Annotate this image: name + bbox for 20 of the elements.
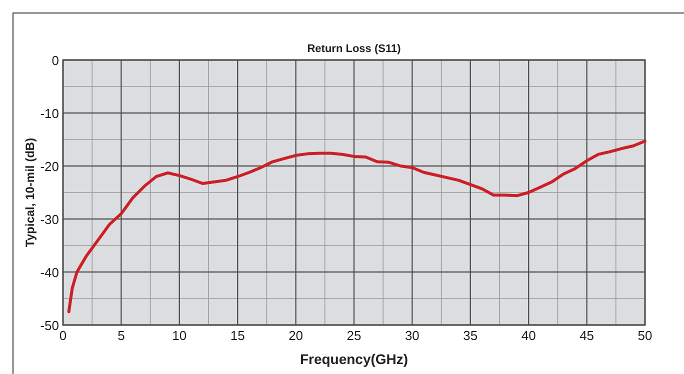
x-tick-label: 15 bbox=[230, 328, 245, 343]
x-tick-label: 30 bbox=[404, 328, 420, 343]
y-tick-label: -50 bbox=[40, 318, 59, 333]
y-tick-label: 0 bbox=[52, 53, 59, 68]
x-tick-label: 5 bbox=[118, 328, 125, 343]
y-tick-label: -10 bbox=[40, 106, 59, 121]
x-tick-label: 10 bbox=[172, 328, 187, 343]
x-tick-label: 50 bbox=[638, 328, 652, 343]
y-tick-label: -20 bbox=[40, 159, 59, 174]
line-series bbox=[67, 140, 646, 314]
x-tick-label: 35 bbox=[463, 328, 478, 343]
x-axis-title: Frequency(GHz) bbox=[300, 351, 408, 367]
x-tick-label: 40 bbox=[521, 328, 536, 343]
y-tick-label: -30 bbox=[40, 212, 59, 227]
y-tick-label: -40 bbox=[40, 265, 59, 280]
chart-title: Return Loss (S11) bbox=[307, 43, 402, 55]
y-axis-title: Typical, 10-mil (dB) bbox=[23, 138, 37, 248]
x-tick-label: 25 bbox=[346, 328, 362, 343]
x-tick-label: 20 bbox=[288, 328, 304, 343]
x-tick-label: 45 bbox=[580, 328, 594, 343]
